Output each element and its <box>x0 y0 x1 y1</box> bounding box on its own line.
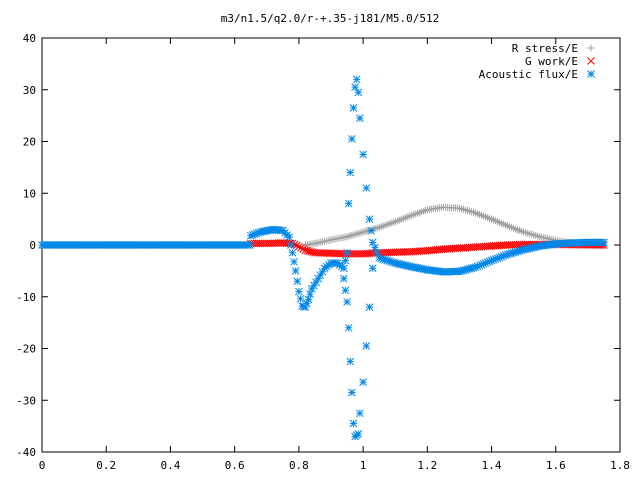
y-tick-label: 40 <box>23 32 36 45</box>
data-point <box>356 114 364 123</box>
data-point <box>297 243 305 252</box>
x-tick-label: 1.6 <box>546 459 566 472</box>
data-point <box>299 245 308 253</box>
data-point <box>354 430 363 438</box>
series-2 <box>38 75 608 441</box>
x-tick-label: 0.2 <box>96 459 116 472</box>
data-point <box>365 215 374 223</box>
data-point <box>288 248 297 257</box>
data-point <box>348 388 356 397</box>
y-tick-label: -40 <box>16 446 36 459</box>
data-point <box>290 257 298 266</box>
legend-label: R stress/E <box>512 42 578 55</box>
x-tick-label: 0 <box>39 459 46 472</box>
x-tick-label: 1 <box>360 459 367 472</box>
legend-label: G work/E <box>525 55 578 68</box>
data-point <box>296 294 305 303</box>
y-tick-label: -20 <box>16 343 36 356</box>
data-point <box>346 168 355 177</box>
data-point <box>367 226 375 235</box>
axes: 0 0.2 0.4 0.6 0.8 1 1.2 1.4 1.6 1.8 -40 -30 -20 -10 0 1… <box>16 32 630 472</box>
y-tick-label: -10 <box>16 291 36 304</box>
data-point <box>600 238 608 247</box>
legend-label: Acoustic flux/E <box>479 68 578 81</box>
chart-title: m3/n1.5/q2.0/r-+.35-j181/M5.0/512 <box>221 12 440 25</box>
y-tick-label: -30 <box>16 394 36 407</box>
x-tick-label: 0.4 <box>161 459 181 472</box>
data-point <box>306 290 314 299</box>
data-point <box>352 75 361 84</box>
data-point <box>341 286 350 295</box>
data-point <box>287 241 295 249</box>
legend-marker <box>587 70 595 78</box>
data-point <box>293 277 302 286</box>
data-point <box>291 267 300 275</box>
y-tick-label: 30 <box>23 84 36 97</box>
data-point <box>356 409 364 418</box>
data-point <box>344 199 353 208</box>
y-tick-label: 10 <box>23 187 36 200</box>
x-tick-label: 0.8 <box>289 459 309 472</box>
data-point <box>295 242 303 251</box>
data-point <box>365 303 374 311</box>
data-point <box>349 419 358 428</box>
x-tick-label: 0.6 <box>225 459 245 472</box>
x-tick-label: 1.4 <box>482 459 502 472</box>
data-point <box>341 256 350 265</box>
data-point <box>368 264 377 273</box>
data-point <box>362 184 371 192</box>
legend-marker <box>587 44 595 52</box>
legend-marker <box>587 57 595 65</box>
data-point <box>362 342 371 350</box>
x-tick-label: 1.2 <box>417 459 437 472</box>
data-point <box>354 88 363 97</box>
data-point <box>285 233 294 242</box>
data-point <box>295 287 303 296</box>
data-point <box>339 274 348 283</box>
data-point <box>359 150 367 159</box>
data-point <box>346 357 355 366</box>
data-point <box>348 135 356 143</box>
data-point <box>304 295 313 304</box>
data-point <box>343 298 351 306</box>
x-tick-label: 1.8 <box>610 459 630 472</box>
data-point <box>344 323 353 332</box>
data-point <box>343 248 351 257</box>
y-tick-label: 20 <box>23 136 36 149</box>
y-tick-label: 0 <box>29 239 36 252</box>
data-point <box>349 104 358 112</box>
data-marks <box>38 75 608 441</box>
data-point <box>246 241 254 249</box>
data-point <box>339 264 348 273</box>
data-point <box>359 378 367 386</box>
